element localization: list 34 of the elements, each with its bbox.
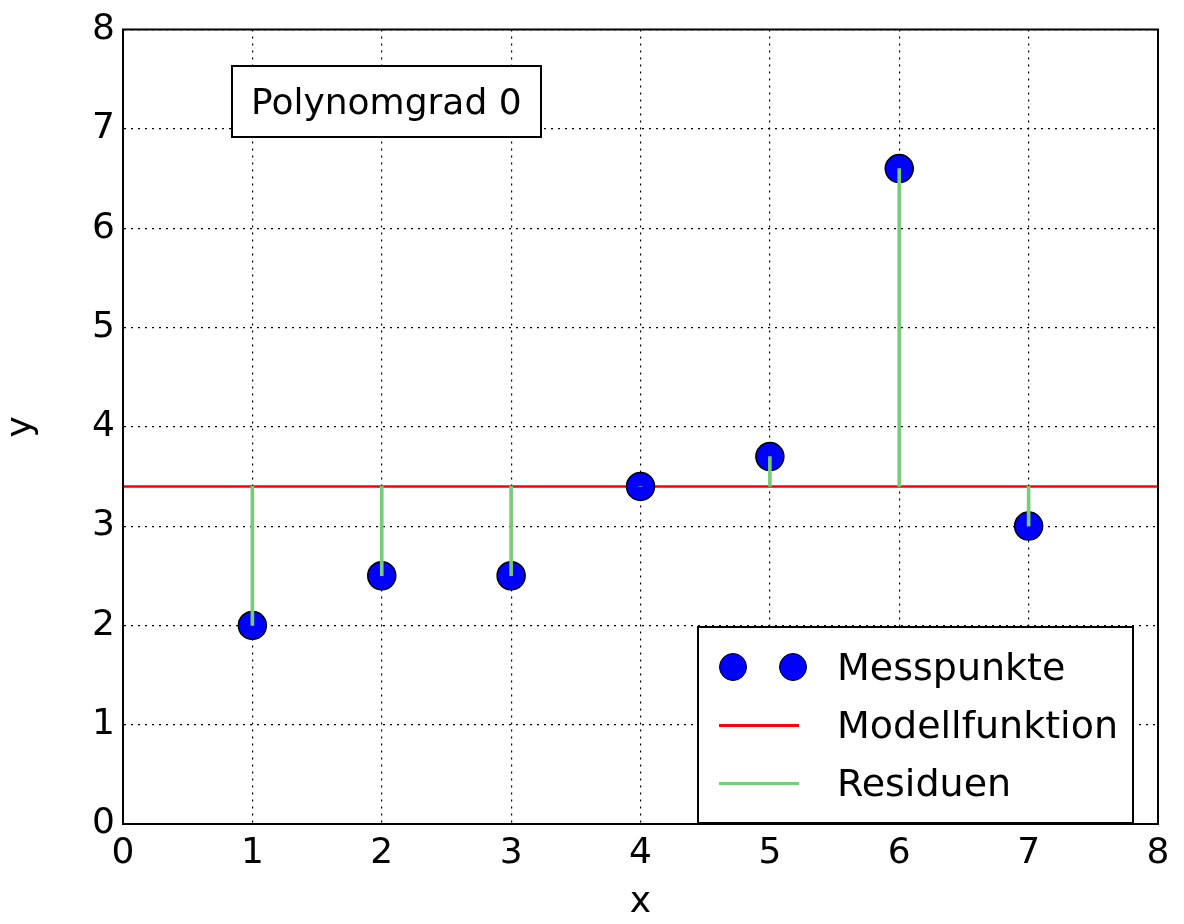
bar (379, 486, 384, 577)
y-tick-label: 3 (92, 502, 115, 544)
point (237, 610, 268, 641)
annotation: Polynomgrad 0 (231, 65, 542, 138)
y-tick-label: 6 (92, 204, 115, 246)
point (1013, 511, 1044, 541)
x-tick-label: 1 (240, 829, 264, 871)
x-tick-label: 6 (887, 829, 911, 871)
legend-label: Messpunkte (837, 645, 1066, 689)
x-tick-label: 4 (629, 829, 652, 871)
bar (897, 168, 902, 487)
legend-label: Residuen (837, 761, 1012, 805)
y-tick-label: 2 (92, 601, 115, 643)
point (496, 561, 526, 591)
y-tick-label: 8 (92, 5, 115, 47)
y-tick-label: 5 (92, 303, 115, 345)
y-axis-title: y (0, 416, 39, 438)
x-tick-label: 2 (370, 829, 394, 871)
y-tick-label: 1 (92, 701, 115, 743)
x-tick-label: 8 (1146, 829, 1170, 871)
point (625, 471, 656, 502)
bar (509, 486, 513, 577)
x-tick-label: 7 (1017, 829, 1041, 871)
point (367, 561, 397, 591)
y-tick-label: 4 (92, 403, 115, 445)
bar (768, 456, 772, 487)
legend-label: Modellfunktion (837, 703, 1118, 747)
x-tick-label: 5 (758, 829, 782, 871)
x-axis-title: x (629, 878, 652, 920)
y-tick-label: 0 (92, 800, 115, 842)
x-tick-label: 3 (499, 829, 523, 871)
point (755, 441, 785, 472)
point (884, 153, 914, 184)
y-tick-label: 7 (92, 105, 115, 147)
